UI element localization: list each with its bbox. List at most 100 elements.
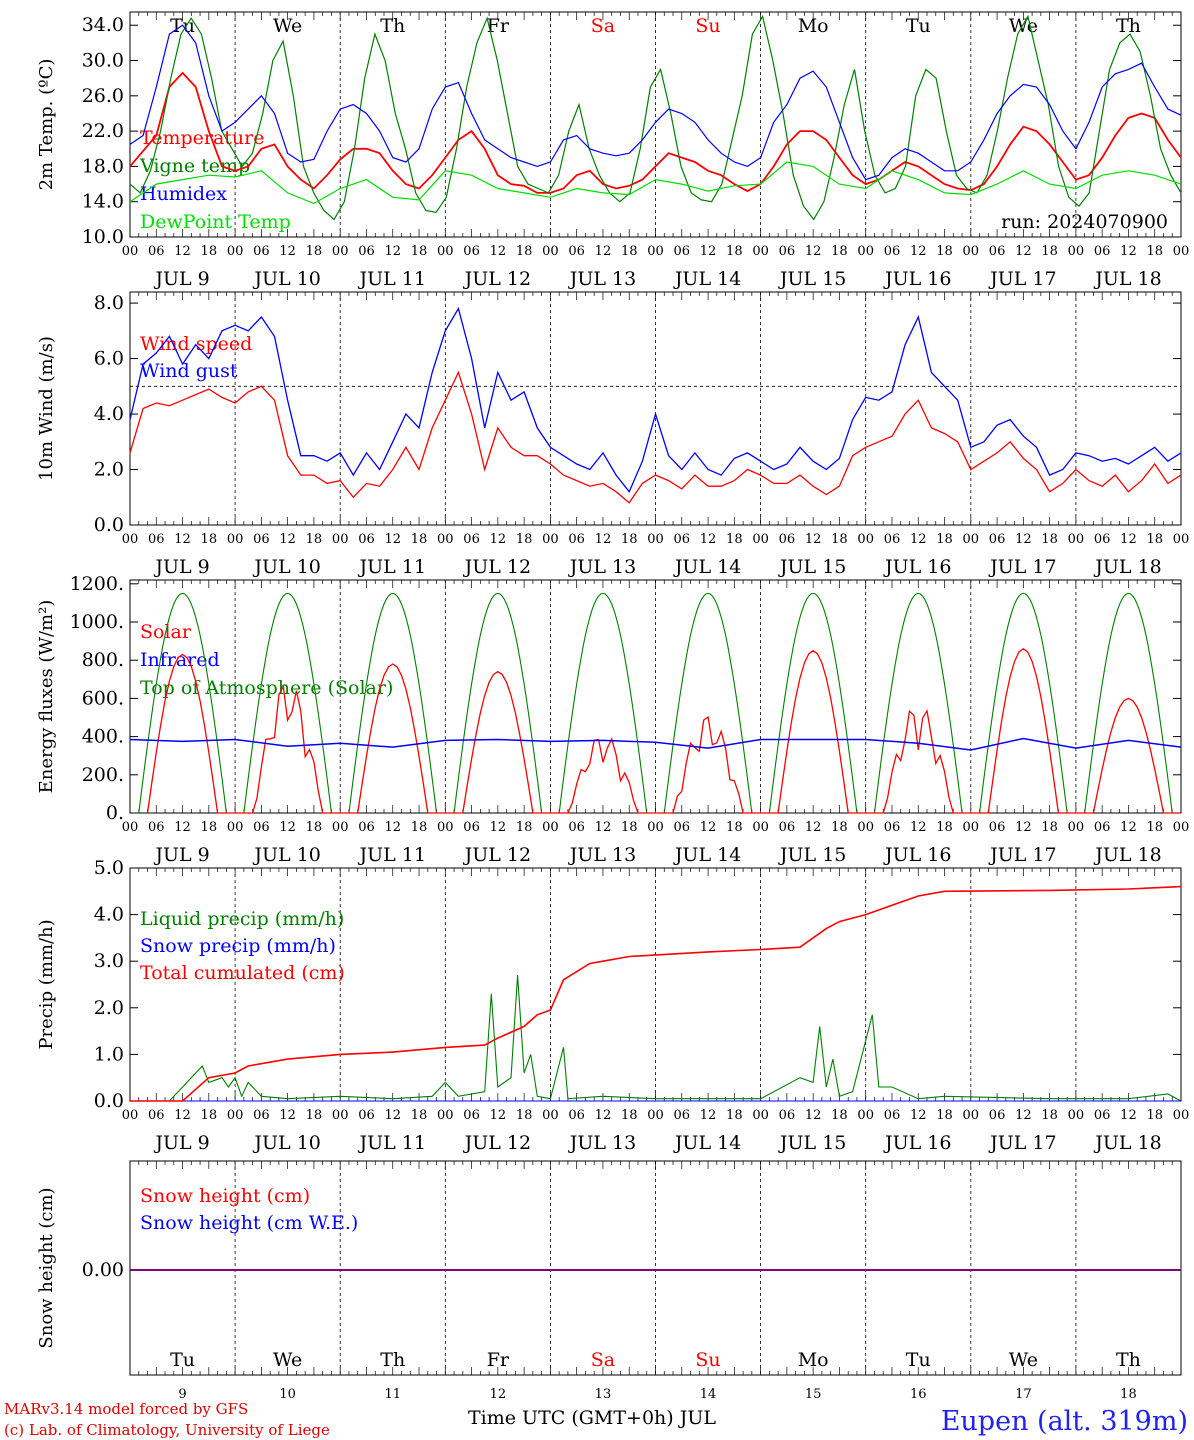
y-tick-label: 0.	[106, 802, 124, 824]
x-hour-label: 18	[726, 1108, 743, 1123]
x-hour-label: 06	[1094, 1108, 1111, 1123]
x-date-label: JUL 17	[988, 268, 1056, 290]
x-hour-label: 00	[1068, 820, 1085, 835]
panel-5: Snow height (cm) 0.00 Tu 9 We 10 Th 11 Fr 12 Sa 13 S…	[36, 1160, 1182, 1402]
series-infrared	[129, 737, 1182, 751]
weekday-label: Tu	[906, 15, 931, 37]
x-hour-label: 18	[516, 532, 533, 547]
x-date-label: JUL 9	[153, 268, 209, 290]
y-tick-label: 2.0	[94, 459, 124, 481]
x-hour-label: 12	[174, 244, 191, 259]
x-hour-label: 00	[752, 244, 769, 259]
panel-4: 0.0 1.0 2.0 3.0 4.0 5.0 Precip (mm/h) 00 06 12 18 J…	[36, 857, 1189, 1154]
legend-snow-precip-mm-h: Snow precip (mm/h)	[140, 935, 336, 957]
y-tick-label: 2.0	[94, 997, 124, 1019]
x-hour-label: 06	[989, 820, 1006, 835]
x-hour-label: 00	[332, 1108, 349, 1123]
legend-snow-height-cm: Snow height (cm)	[140, 1185, 310, 1207]
y-tick-label: 200.	[82, 764, 124, 786]
x-hour-label: 06	[779, 1108, 796, 1123]
weekday-label: Th	[380, 15, 405, 37]
x-date-label: JUL 9	[153, 844, 209, 866]
day-number-label: 14	[700, 1387, 717, 1402]
run-annotation: run: 2024070900	[1001, 211, 1168, 233]
x-hour-label: 06	[568, 244, 585, 259]
x-hour-label: 06	[463, 532, 480, 547]
x-date-label: JUL 15	[778, 1132, 846, 1154]
x-hour-label: 18	[831, 820, 848, 835]
y-tick-label: 4.0	[94, 403, 124, 425]
x-date-label: JUL 16	[883, 1132, 951, 1154]
x-date-label: JUL 13	[568, 556, 636, 578]
day-number-label: 15	[805, 1387, 822, 1402]
weekday-label: Fr	[487, 1349, 510, 1371]
x-hour-label: 00	[437, 820, 454, 835]
x-hour-label: 06	[253, 1108, 270, 1123]
x-hour-label: 00	[1068, 244, 1085, 259]
series-humidex	[129, 24, 1182, 181]
weekday-label: Mo	[798, 15, 829, 37]
x-hour-label: 18	[306, 820, 323, 835]
x-date-label: JUL 9	[153, 556, 209, 578]
x-hour-label: 06	[779, 820, 796, 835]
x-hour-label: 12	[805, 820, 822, 835]
x-hour-label: 00	[857, 532, 874, 547]
y-axis-title: 2m Temp. (ºC)	[36, 59, 57, 191]
x-hour-label: 18	[936, 532, 953, 547]
x-hour-label: 06	[568, 820, 585, 835]
x-date-label: JUL 11	[358, 844, 426, 866]
x-hour-label: 00	[1068, 532, 1085, 547]
weekday-label: Sa	[591, 1349, 615, 1371]
plot-frame	[129, 11, 1182, 238]
y-tick-label: 10.0	[82, 226, 124, 248]
x-date-label: JUL 18	[1093, 844, 1161, 866]
y-tick-label: 1000.	[70, 611, 124, 633]
x-hour-label: 12	[805, 532, 822, 547]
x-date-label: JUL 17	[988, 1132, 1056, 1154]
x-hour-label: 00	[1173, 244, 1190, 259]
x-hour-label: 12	[1015, 532, 1032, 547]
weekday-label: Tu	[906, 1349, 931, 1371]
x-hour-label: 06	[884, 244, 901, 259]
x-date-label: JUL 17	[988, 844, 1056, 866]
x-hour-label: 18	[831, 532, 848, 547]
x-hour-label: 00	[647, 820, 664, 835]
weekday-label: Su	[695, 1349, 720, 1371]
weekday-label: Fr	[487, 15, 510, 37]
x-hour-label: 12	[490, 820, 507, 835]
x-hour-label: 00	[122, 532, 139, 547]
y-tick-label: 0.0	[94, 1090, 124, 1112]
weekday-label: Su	[695, 15, 720, 37]
x-hour-label: 12	[1120, 244, 1137, 259]
x-date-label: JUL 11	[358, 556, 426, 578]
y-tick-label: 6.0	[94, 348, 124, 370]
x-date-label: JUL 18	[1093, 268, 1161, 290]
y-tick-label: 22.0	[82, 120, 124, 142]
series-liquid-precip-mm-h	[130, 975, 1182, 1102]
x-hour-label: 00	[1173, 532, 1190, 547]
y-tick-label: 8.0	[94, 292, 124, 314]
legend-total-cumulated-cm: Total cumulated (cm)	[140, 962, 345, 984]
x-hour-label: 06	[884, 820, 901, 835]
x-date-label: JUL 14	[673, 844, 741, 866]
x-date-label: JUL 12	[463, 844, 531, 866]
y-tick-label: 400.	[82, 726, 124, 748]
x-hour-label: 18	[726, 820, 743, 835]
x-hour-label: 12	[700, 820, 717, 835]
x-date-label: JUL 15	[778, 268, 846, 290]
legend-wind-gust: Wind gust	[140, 360, 238, 382]
y-tick-label: 600.	[82, 687, 124, 709]
legend-snow-height-cm-w-e: Snow height (cm W.E.)	[140, 1212, 358, 1234]
x-date-label: JUL 16	[883, 844, 951, 866]
x-hour-label: 00	[227, 532, 244, 547]
x-hour-label: 12	[910, 244, 927, 259]
x-hour-label: 12	[700, 244, 717, 259]
day-number-label: 11	[384, 1387, 401, 1402]
x-date-label: JUL 12	[463, 268, 531, 290]
x-hour-label: 06	[358, 244, 375, 259]
y-tick-label: 3.0	[94, 950, 124, 972]
x-date-label: JUL 13	[568, 844, 636, 866]
x-hour-label: 06	[253, 532, 270, 547]
x-date-label: JUL 15	[778, 844, 846, 866]
